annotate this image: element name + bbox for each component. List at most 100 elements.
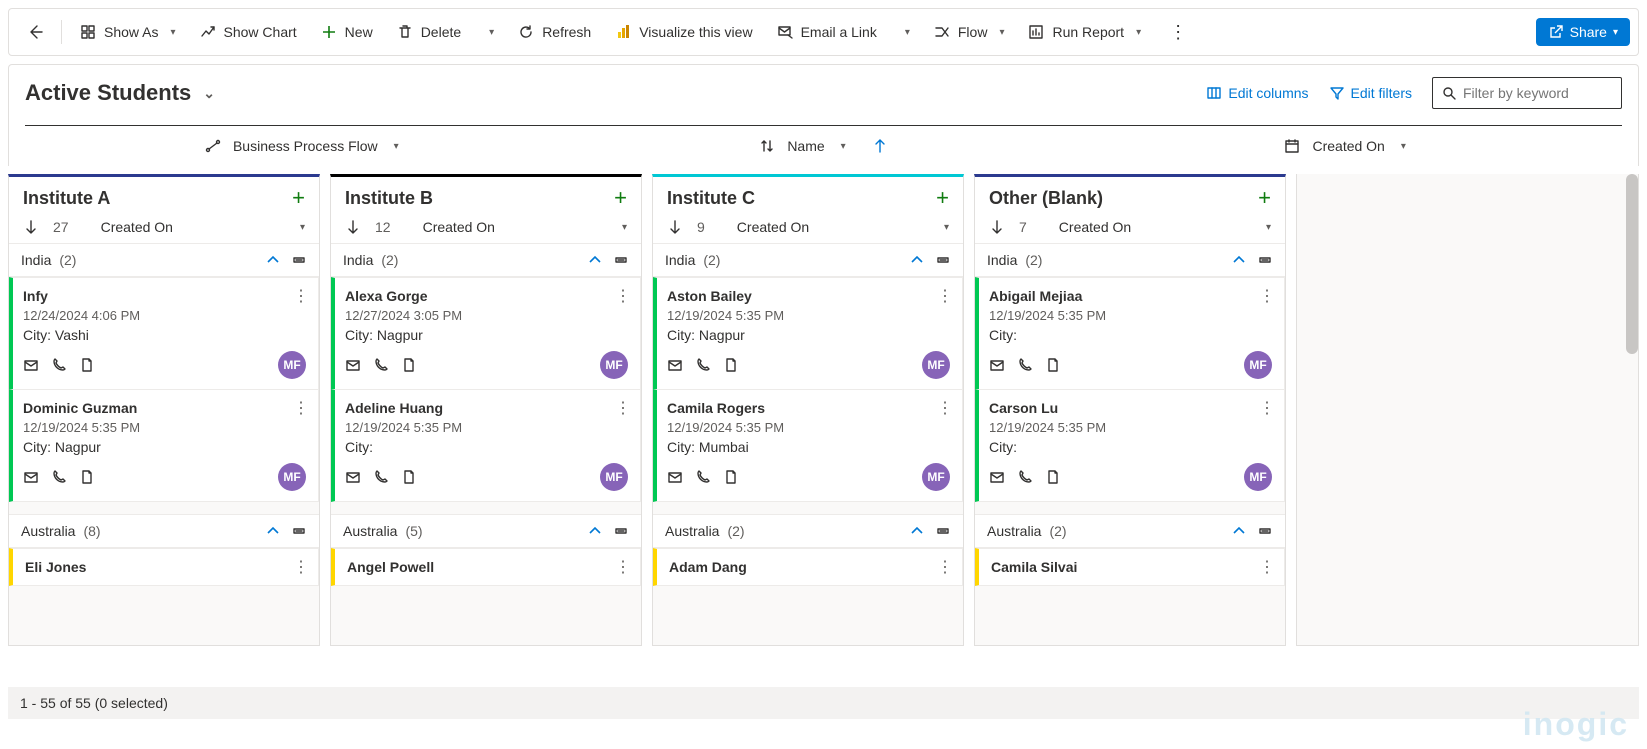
lane-add-button[interactable]: + xyxy=(292,187,305,209)
lane-add-button[interactable]: + xyxy=(1258,187,1271,209)
owner-avatar[interactable]: MF xyxy=(1244,463,1272,491)
phone-icon[interactable] xyxy=(695,357,711,373)
phone-icon[interactable] xyxy=(51,357,67,373)
collapse-icon[interactable] xyxy=(935,252,951,268)
group-header[interactable]: India (2) xyxy=(9,244,319,277)
collapse-icon[interactable] xyxy=(613,252,629,268)
student-card[interactable]: ⋮Dominic Guzman12/19/2024 5:35 PMCity: N… xyxy=(9,390,319,502)
card-menu-button[interactable]: ⋮ xyxy=(615,398,632,418)
card-menu-button[interactable]: ⋮ xyxy=(615,557,632,577)
group-header[interactable]: India (2) xyxy=(975,244,1285,277)
chevron-up-icon[interactable] xyxy=(909,252,925,268)
owner-avatar[interactable]: MF xyxy=(600,351,628,379)
student-card[interactable]: Adam Dang⋮ xyxy=(653,548,963,586)
collapse-icon[interactable] xyxy=(1257,252,1273,268)
student-card[interactable]: ⋮Aston Bailey12/19/2024 5:35 PMCity: Nag… xyxy=(653,277,963,390)
student-card[interactable]: ⋮Alexa Gorge12/27/2024 3:05 PMCity: Nagp… xyxy=(331,277,641,390)
student-card[interactable]: ⋮Camila Rogers12/19/2024 5:35 PMCity: Mu… xyxy=(653,390,963,502)
document-icon[interactable] xyxy=(401,357,417,373)
student-card[interactable]: Angel Powell⋮ xyxy=(331,548,641,586)
email-icon[interactable] xyxy=(667,357,683,373)
chevron-up-icon[interactable] xyxy=(1231,523,1247,539)
chevron-down-icon[interactable]: ▾ xyxy=(944,222,949,233)
phone-icon[interactable] xyxy=(1017,469,1033,485)
owner-avatar[interactable]: MF xyxy=(922,463,950,491)
group-header[interactable]: Australia (2) xyxy=(975,514,1285,548)
group-header[interactable]: Australia (2) xyxy=(653,514,963,548)
show-chart-button[interactable]: Show Chart xyxy=(190,18,307,46)
share-button[interactable]: Share ▾ xyxy=(1536,18,1630,46)
card-menu-button[interactable]: ⋮ xyxy=(1259,557,1276,577)
lane-add-button[interactable]: + xyxy=(614,187,627,209)
group-header[interactable]: Australia (5) xyxy=(331,514,641,548)
phone-icon[interactable] xyxy=(1017,357,1033,373)
flow-button[interactable]: Flow ▾ xyxy=(924,18,1015,46)
document-icon[interactable] xyxy=(1045,469,1061,485)
show-as-button[interactable]: Show As ▾ xyxy=(70,18,186,46)
lane-add-button[interactable]: + xyxy=(936,187,949,209)
card-menu-button[interactable]: ⋮ xyxy=(937,557,954,577)
card-menu-button[interactable]: ⋮ xyxy=(1259,286,1276,306)
group-header[interactable]: India (2) xyxy=(331,244,641,277)
chevron-up-icon[interactable] xyxy=(265,523,281,539)
visualize-button[interactable]: Visualize this view xyxy=(605,18,762,46)
edit-columns-button[interactable]: Edit columns xyxy=(1206,85,1308,101)
edit-filters-button[interactable]: Edit filters xyxy=(1329,85,1412,101)
card-menu-button[interactable]: ⋮ xyxy=(615,286,632,306)
email-icon[interactable] xyxy=(345,469,361,485)
filter-keyword-box[interactable] xyxy=(1432,77,1622,109)
document-icon[interactable] xyxy=(79,469,95,485)
email-link-split[interactable]: ▾ xyxy=(891,21,920,44)
new-button[interactable]: New xyxy=(311,18,383,46)
email-icon[interactable] xyxy=(345,357,361,373)
group-header[interactable]: India (2) xyxy=(653,244,963,277)
group-header[interactable]: Australia (8) xyxy=(9,514,319,548)
chevron-down-icon[interactable]: ▾ xyxy=(622,222,627,233)
chevron-up-icon[interactable] xyxy=(587,252,603,268)
chevron-up-icon[interactable] xyxy=(265,252,281,268)
owner-avatar[interactable]: MF xyxy=(600,463,628,491)
student-card[interactable]: ⋮Infy12/24/2024 4:06 PMCity: VashiMF xyxy=(9,277,319,390)
phone-icon[interactable] xyxy=(51,469,67,485)
filter-keyword-input[interactable] xyxy=(1463,85,1644,101)
collapse-icon[interactable] xyxy=(291,252,307,268)
sort-bpf[interactable]: Business Process Flow ▾ xyxy=(41,138,563,154)
card-menu-button[interactable]: ⋮ xyxy=(937,286,954,306)
email-link-button[interactable]: Email a Link xyxy=(767,18,887,46)
chevron-down-icon[interactable]: ▾ xyxy=(1266,222,1271,233)
delete-button[interactable]: Delete xyxy=(387,18,471,46)
email-icon[interactable] xyxy=(23,469,39,485)
owner-avatar[interactable]: MF xyxy=(278,351,306,379)
chevron-up-icon[interactable] xyxy=(1231,252,1247,268)
phone-icon[interactable] xyxy=(695,469,711,485)
collapse-icon[interactable] xyxy=(291,523,307,539)
owner-avatar[interactable]: MF xyxy=(1244,351,1272,379)
student-card[interactable]: ⋮Abigail Mejiaa12/19/2024 5:35 PMCity: M… xyxy=(975,277,1285,390)
collapse-icon[interactable] xyxy=(613,523,629,539)
document-icon[interactable] xyxy=(401,469,417,485)
chevron-down-icon[interactable]: ▾ xyxy=(300,222,305,233)
phone-icon[interactable] xyxy=(373,357,389,373)
document-icon[interactable] xyxy=(723,469,739,485)
sort-name[interactable]: Name ▾ xyxy=(563,138,1085,154)
owner-avatar[interactable]: MF xyxy=(922,351,950,379)
document-icon[interactable] xyxy=(1045,357,1061,373)
card-menu-button[interactable]: ⋮ xyxy=(293,398,310,418)
card-menu-button[interactable]: ⋮ xyxy=(937,398,954,418)
delete-split-button[interactable]: ▾ xyxy=(475,21,504,44)
view-selector[interactable]: Active Students ⌄ xyxy=(25,80,215,106)
student-card[interactable]: Eli Jones⋮ xyxy=(9,548,319,586)
document-icon[interactable] xyxy=(79,357,95,373)
email-icon[interactable] xyxy=(989,469,1005,485)
email-icon[interactable] xyxy=(23,357,39,373)
card-menu-button[interactable]: ⋮ xyxy=(293,286,310,306)
phone-icon[interactable] xyxy=(373,469,389,485)
student-card[interactable]: ⋮Carson Lu12/19/2024 5:35 PMCity: MF xyxy=(975,390,1285,502)
owner-avatar[interactable]: MF xyxy=(278,463,306,491)
chevron-up-icon[interactable] xyxy=(909,523,925,539)
card-menu-button[interactable]: ⋮ xyxy=(1259,398,1276,418)
email-icon[interactable] xyxy=(667,469,683,485)
chevron-up-icon[interactable] xyxy=(587,523,603,539)
email-icon[interactable] xyxy=(989,357,1005,373)
sort-createdon[interactable]: Created On ▾ xyxy=(1084,138,1606,154)
